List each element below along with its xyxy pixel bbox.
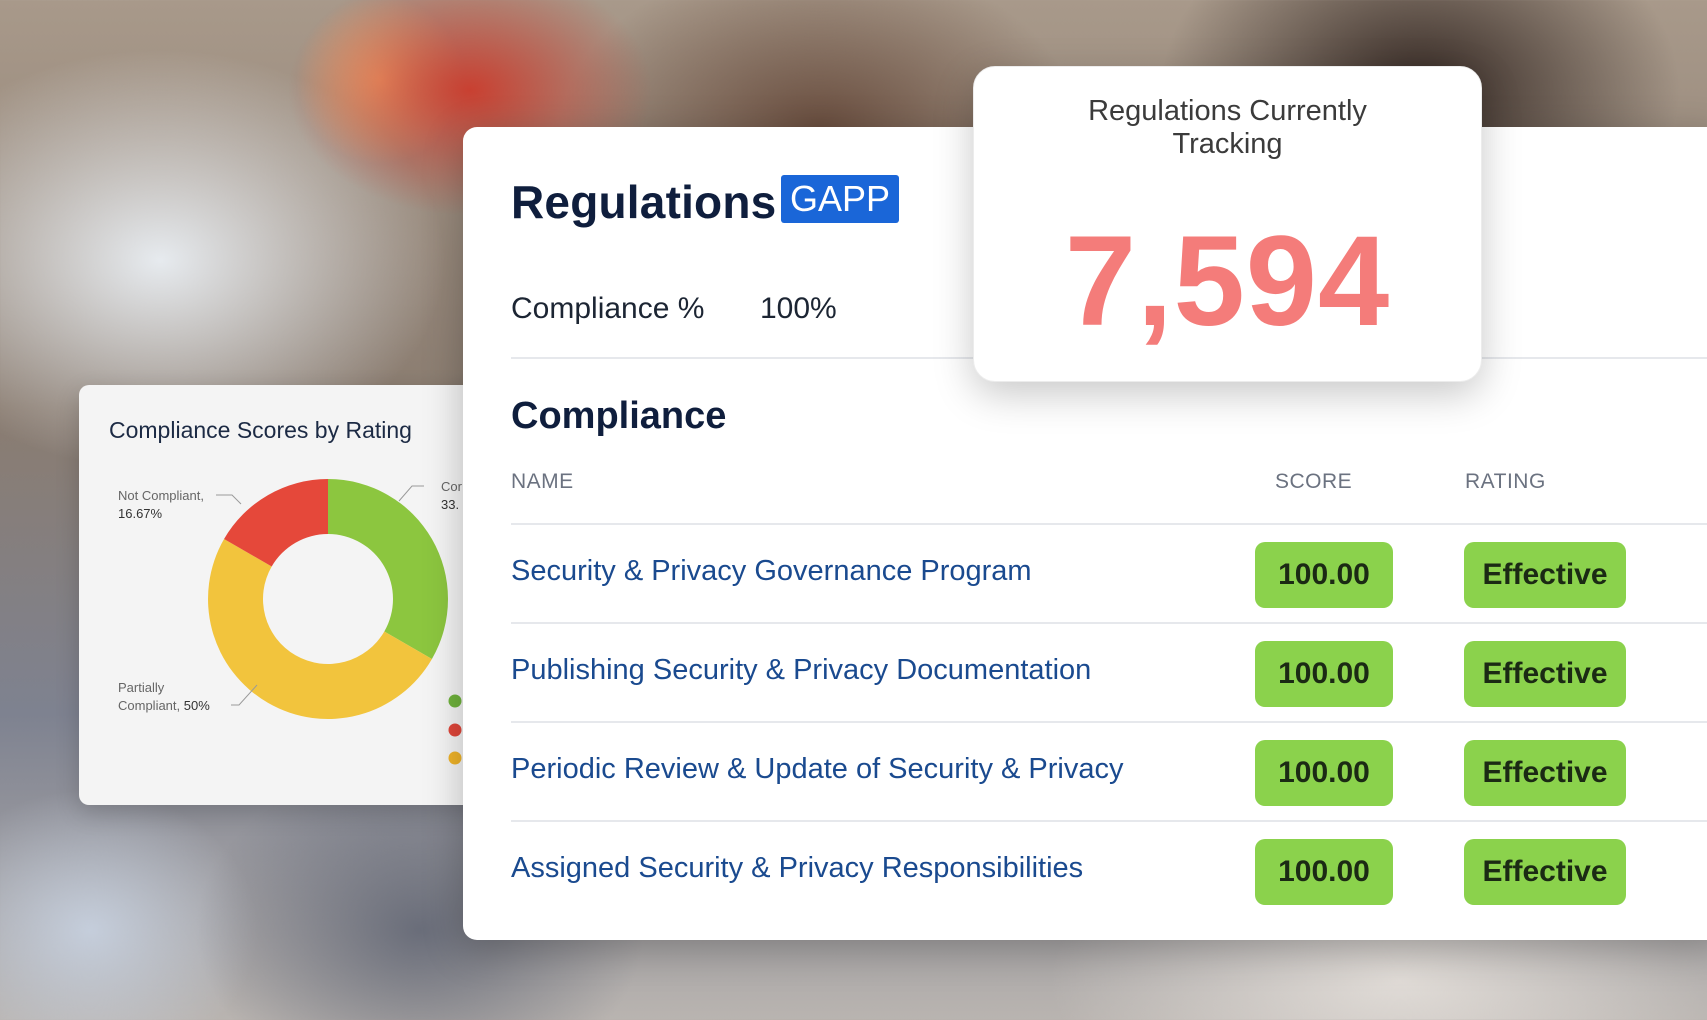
table-row[interactable]: Publishing Security & Privacy Documentat… (511, 624, 1707, 723)
table-row[interactable]: Assigned Security & Privacy Responsibili… (511, 822, 1707, 921)
label-not-compliant-name: Not Compliant, (118, 488, 204, 503)
page-title: Regulations (511, 176, 777, 228)
donut-chart: Not Compliant, 16.67% Cor 33. Partially … (118, 479, 463, 765)
rating-badge: Effective (1464, 641, 1626, 707)
score-badge: 100.00 (1255, 839, 1393, 905)
column-header-rating[interactable]: RATING (1465, 470, 1546, 493)
control-name-link[interactable]: Periodic Review & Update of Security & P… (511, 753, 1124, 785)
label-compliant-name: Cor (441, 479, 463, 494)
donut-slice-partially-compliant[interactable] (208, 539, 432, 719)
control-name-link[interactable]: Publishing Security & Privacy Documentat… (511, 654, 1092, 686)
label-partial-pct: 50% (184, 698, 210, 713)
tracking-count: 7,594 (1064, 210, 1391, 353)
framework-badge: GAPP (781, 175, 900, 223)
leader-line-not-compliant (216, 494, 242, 505)
legend-dot-not-compliant (448, 723, 462, 737)
row-divider (511, 721, 1707, 723)
label-partial-name-1: Partially (118, 680, 165, 695)
row-divider (511, 622, 1707, 624)
regulations-card: Regulations GAPP Compliance % 100% Compl… (463, 127, 1707, 940)
donut-slice-not-compliant[interactable] (224, 479, 328, 567)
column-header-score[interactable]: SCORE (1275, 470, 1353, 493)
compliance-percent-value: 100% (760, 292, 837, 325)
donut-slice-compliant[interactable] (328, 479, 449, 659)
tracking-title-line-2: Tracking (1172, 128, 1283, 160)
row-divider (511, 820, 1707, 822)
table-row[interactable]: Security & Privacy Governance Program 10… (511, 525, 1707, 624)
leader-line-compliant (398, 485, 424, 502)
table-row[interactable]: Periodic Review & Update of Security & P… (511, 723, 1707, 822)
score-badge: 100.00 (1255, 542, 1393, 608)
tracking-title: Regulations Currently Tracking (974, 95, 1481, 161)
legend-dot-compliant (448, 694, 462, 708)
regulations-tracking-card: Regulations Currently Tracking 7,594 (973, 66, 1482, 382)
chart-title: Compliance Scores by Rating (109, 417, 412, 443)
column-header-name[interactable]: NAME (511, 470, 574, 493)
control-name-link[interactable]: Security & Privacy Governance Program (511, 555, 1032, 587)
tracking-title-line-1: Regulations Currently (1088, 95, 1367, 127)
compliance-chart-card: Compliance Scores by Rating Not Complian… (79, 385, 499, 805)
table-header-divider (511, 523, 1707, 525)
control-name-link[interactable]: Assigned Security & Privacy Responsibili… (511, 852, 1084, 884)
legend-dot-partial (448, 751, 462, 765)
label-not-compliant-pct: 16.67% (118, 506, 163, 521)
score-badge: 100.00 (1255, 641, 1393, 707)
rating-badge: Effective (1464, 542, 1626, 608)
label-partial-name-2: Compliant, 50% (118, 698, 210, 713)
section-title: Compliance (511, 395, 727, 437)
compliance-percent-label: Compliance % (511, 292, 705, 325)
label-compliant-pct: 33. (441, 497, 459, 512)
score-badge: 100.00 (1255, 740, 1393, 806)
label-partial-name-2-text: Compliant, (118, 698, 180, 713)
leader-line-partial (231, 684, 258, 706)
rating-badge: Effective (1464, 740, 1626, 806)
rating-badge: Effective (1464, 839, 1626, 905)
